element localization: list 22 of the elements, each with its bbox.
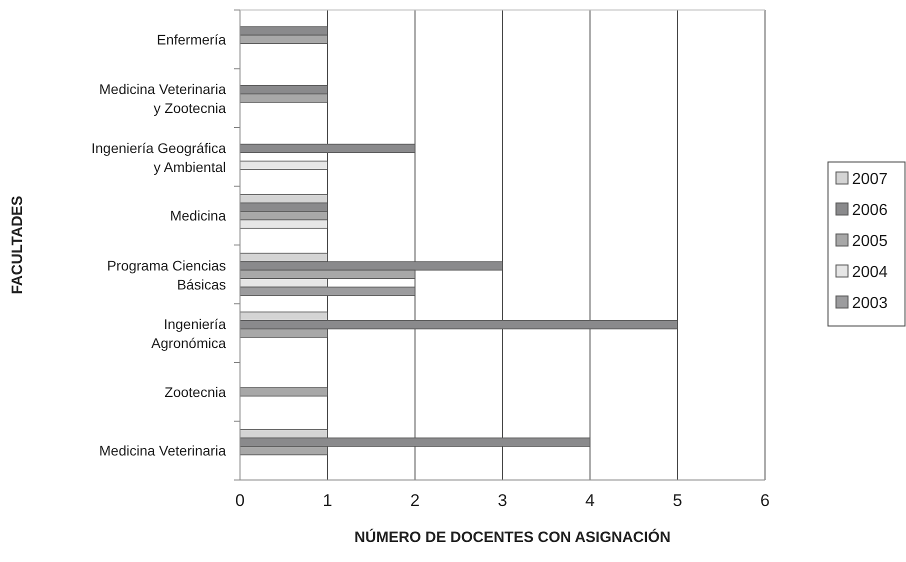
- legend-label: 2007: [852, 171, 888, 188]
- legend-label: 2006: [852, 202, 888, 219]
- legend-label: 2005: [852, 233, 888, 250]
- x-axis-title: NÚMERO DE DOCENTES CON ASIGNACIÓN: [354, 528, 671, 546]
- x-tick-label: 5: [672, 491, 682, 510]
- y-tick-label: Medicina Veterinaria y Zootecnia: [99, 81, 226, 116]
- x-tick-label: 4: [585, 491, 595, 510]
- x-tick-label: 1: [322, 491, 332, 510]
- y-axis-title: FACULTADES: [9, 196, 26, 294]
- legend-label: 2004: [852, 264, 888, 281]
- y-tick-label: Ingeniería Agronómica: [151, 316, 226, 352]
- x-tick-label: 0: [235, 491, 245, 510]
- y-tick-label: Medicina Veterinaria: [99, 442, 226, 459]
- y-tick-label: Ingeniería Geográfica y Ambiental: [91, 140, 226, 175]
- x-tick-label: 3: [498, 491, 508, 510]
- y-tick-label: Enfermería: [156, 31, 226, 48]
- x-tick-label: 6: [760, 491, 770, 510]
- x-tick-label: 2: [410, 491, 420, 510]
- y-tick-label: Programa Ciencias Básicas: [106, 257, 226, 292]
- legend-label: 2003: [852, 295, 888, 312]
- y-tick-label: Medicina: [170, 208, 226, 224]
- y-tick-label: Zootecnia: [164, 384, 226, 400]
